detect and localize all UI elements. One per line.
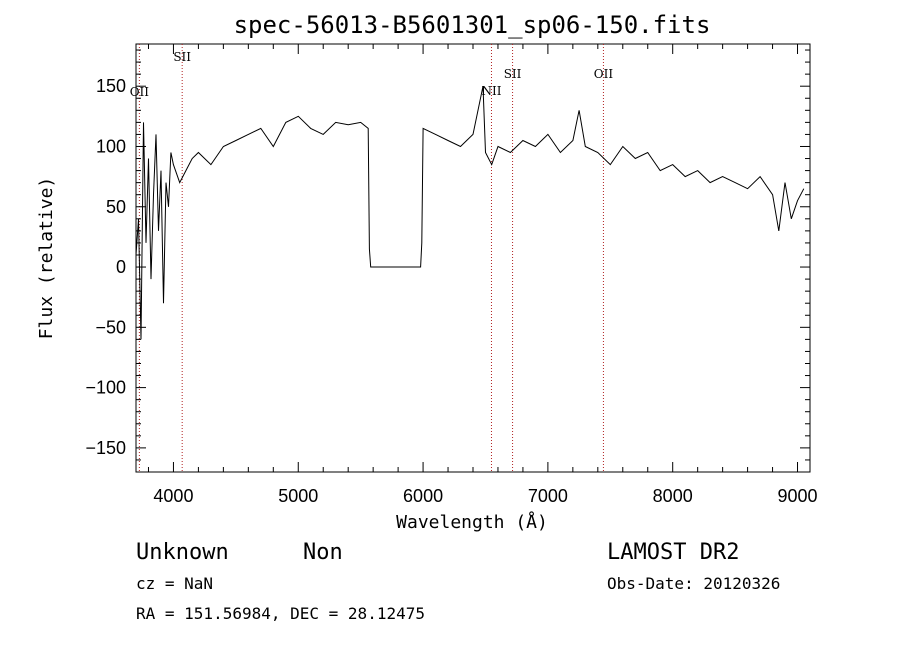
x-tick-label: 9000 <box>777 486 817 506</box>
plot-frame <box>135 43 811 473</box>
spectrum-line <box>135 86 805 340</box>
object-subtype: Non <box>303 540 343 565</box>
object-type: Unknown <box>136 540 229 565</box>
emission-line-label: NII <box>481 84 501 98</box>
y-tick-label: 0 <box>116 257 126 277</box>
emission-line-label: SII <box>173 50 191 64</box>
spectrum-series <box>135 86 805 340</box>
y-tick-label: −150 <box>85 438 126 458</box>
y-tick-label: 150 <box>96 76 126 96</box>
emission-line-label: OII <box>130 85 150 99</box>
y-tick-label: 100 <box>96 136 126 156</box>
survey-name: LAMOST DR2 <box>607 540 739 565</box>
x-axis-ticks: 4000 5000 6000 7000 8000 9000 <box>147 44 818 506</box>
chart-title: spec-56013-B5601301_sp06-150.fits <box>234 11 711 39</box>
x-tick-label: 5000 <box>278 486 318 506</box>
cz-value: cz = NaN <box>136 574 213 593</box>
x-tick-label: 7000 <box>528 486 568 506</box>
obs-date: Obs-Date: 20120326 <box>607 574 780 593</box>
emission-line-label: SII <box>504 67 522 81</box>
x-axis-label: Wavelength (Å) <box>396 511 548 533</box>
y-axis-label: Flux (relative) <box>36 177 57 340</box>
x-tick-label: 6000 <box>403 486 443 506</box>
y-tick-label: −100 <box>85 378 126 398</box>
y-axis-ticks: −150 −100 −50 0 50 100 150 <box>85 49 810 461</box>
x-tick-label: 8000 <box>653 486 693 506</box>
emission-line-label: OII <box>594 67 614 81</box>
coordinates: RA = 151.56984, DEC = 28.12475 <box>136 604 425 623</box>
y-tick-label: 50 <box>106 197 126 217</box>
x-tick-label: 4000 <box>153 486 193 506</box>
y-tick-label: −50 <box>95 317 126 337</box>
